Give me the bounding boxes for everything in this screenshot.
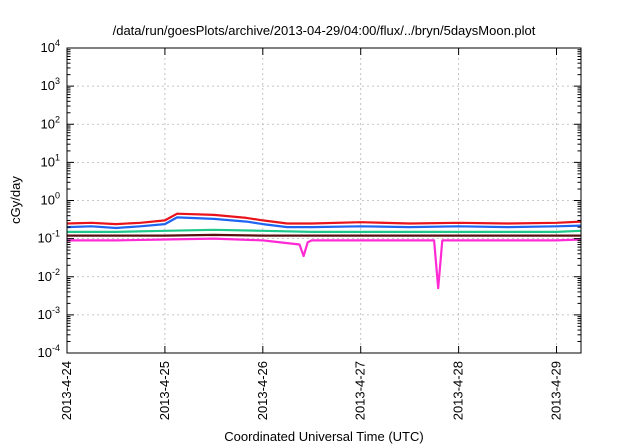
grid-lines — [67, 48, 581, 353]
x-tick-label: 2013-4-28 — [451, 361, 466, 420]
y-tick-label: 10-4 — [38, 343, 60, 360]
y-tick-label: 100 — [41, 191, 60, 208]
y-tick-labels: 10-4 10-3 10-2 10-1 100 101 102 103 104 — [38, 38, 60, 360]
y-tick-label: 104 — [41, 38, 60, 55]
y-tick-label: 101 — [41, 152, 60, 169]
x-tick-label: 2013-4-29 — [549, 361, 564, 420]
x-tick-label: 2013-4-26 — [255, 361, 270, 420]
x-axis-title: Coordinated Universal Time (UTC) — [224, 429, 423, 444]
x-tick-labels: 2013-4-24 2013-4-25 2013-4-26 2013-4-27 2013… — [59, 361, 564, 420]
y-tick-label: 10-1 — [38, 229, 60, 246]
x-tick-label: 2013-4-24 — [59, 361, 74, 420]
x-tick-label: 2013-4-27 — [353, 361, 368, 420]
y-axis-title: cGy/day — [8, 176, 23, 224]
series-line — [67, 237, 582, 290]
y-tick-label: 10-2 — [38, 267, 60, 284]
series-line — [66, 216, 582, 230]
axis-ticks — [66, 47, 581, 354]
y-tick-label: 10-3 — [38, 305, 60, 322]
chart-title: /data/run/goesPlots/archive/2013-04-29/0… — [113, 23, 536, 38]
series-line — [66, 212, 582, 226]
series-lines — [66, 212, 582, 290]
series-line — [67, 233, 581, 237]
series-line — [67, 228, 582, 233]
y-tick-label: 102 — [41, 114, 60, 131]
y-tick-label: 103 — [41, 76, 60, 93]
x-tick-label: 2013-4-25 — [157, 361, 172, 420]
